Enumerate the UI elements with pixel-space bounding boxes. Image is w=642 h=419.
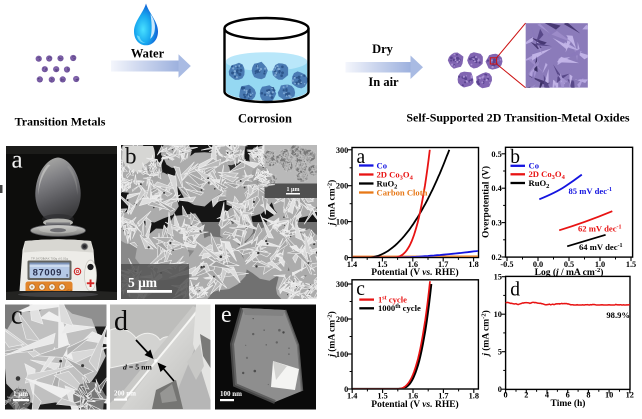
- svg-text:64 mV dec-1: 64 mV dec-1: [579, 242, 623, 252]
- svg-text:Potential (V vs. RHE): Potential (V vs. RHE): [371, 399, 458, 410]
- svg-text:12: 12: [626, 391, 634, 400]
- svg-text:0.4: 0.4: [491, 184, 501, 193]
- svg-text:Transition Metals: Transition Metals: [15, 115, 106, 129]
- svg-text:MAX 700g d 0.01g: MAX 700g d 0.01g: [43, 257, 68, 261]
- svg-text:In air: In air: [368, 75, 399, 89]
- svg-text:300: 300: [336, 146, 348, 155]
- svg-text:98.9%: 98.9%: [606, 310, 630, 320]
- svg-text:15: 15: [494, 273, 502, 282]
- svg-text:c: c: [356, 279, 365, 300]
- svg-text:Self-Supported 2D Transition-M: Self-Supported 2D Transition-Metal Oxide…: [406, 111, 630, 125]
- svg-text:100: 100: [336, 350, 348, 359]
- svg-text:b: b: [125, 144, 137, 169]
- svg-text:d = 5 nm: d = 5 nm: [123, 363, 152, 372]
- svg-text:0: 0: [498, 385, 502, 394]
- svg-text:Water: Water: [131, 47, 165, 61]
- svg-text:2: 2: [524, 391, 528, 400]
- svg-text:87009: 87009: [33, 268, 62, 279]
- svg-text:200: 200: [336, 182, 348, 191]
- svg-text:Time (h): Time (h): [551, 398, 586, 409]
- svg-text:Potential (V vs. RHE): Potential (V vs. RHE): [371, 267, 458, 278]
- svg-text:1 μm: 1 μm: [13, 390, 28, 398]
- svg-text:d: d: [510, 280, 520, 301]
- svg-text:62 mV dec-1: 62 mV dec-1: [578, 224, 622, 234]
- svg-text:a: a: [12, 147, 23, 174]
- svg-text:1.8: 1.8: [469, 391, 479, 400]
- svg-text:1.4: 1.4: [347, 391, 357, 400]
- svg-text:0: 0: [504, 391, 508, 400]
- svg-text:10: 10: [494, 310, 502, 319]
- svg-text:1.5: 1.5: [626, 260, 636, 269]
- svg-text:0.3: 0.3: [491, 219, 501, 228]
- svg-text:-0.5: -0.5: [500, 260, 513, 269]
- svg-text:8: 8: [586, 391, 590, 400]
- svg-text:g: g: [66, 272, 68, 277]
- svg-text:1.4: 1.4: [347, 260, 357, 269]
- svg-text:200: 200: [336, 315, 348, 324]
- svg-text:Overpotential (V): Overpotential (V): [480, 166, 491, 238]
- svg-text:5: 5: [498, 348, 502, 357]
- svg-text:Carbon Cloth: Carbon Cloth: [377, 187, 428, 197]
- svg-text:200 nm: 200 nm: [114, 390, 136, 398]
- svg-text:1 μm: 1 μm: [287, 187, 300, 193]
- svg-text:85 mV dec-1: 85 mV dec-1: [569, 186, 613, 196]
- svg-text:Dry: Dry: [372, 42, 394, 56]
- svg-text:c: c: [11, 301, 23, 330]
- svg-text:100: 100: [336, 218, 348, 227]
- svg-text:1.8: 1.8: [468, 260, 478, 269]
- svg-text:5 μm: 5 μm: [128, 275, 158, 290]
- svg-text:4: 4: [545, 391, 549, 400]
- svg-text:0.5: 0.5: [491, 150, 501, 159]
- svg-text:Corrosion: Corrosion: [238, 112, 292, 126]
- svg-text:100 nm: 100 nm: [220, 390, 242, 398]
- svg-text:300: 300: [336, 280, 348, 289]
- svg-text:d: d: [114, 306, 128, 337]
- svg-text:10: 10: [605, 391, 613, 400]
- svg-text:e: e: [221, 302, 232, 328]
